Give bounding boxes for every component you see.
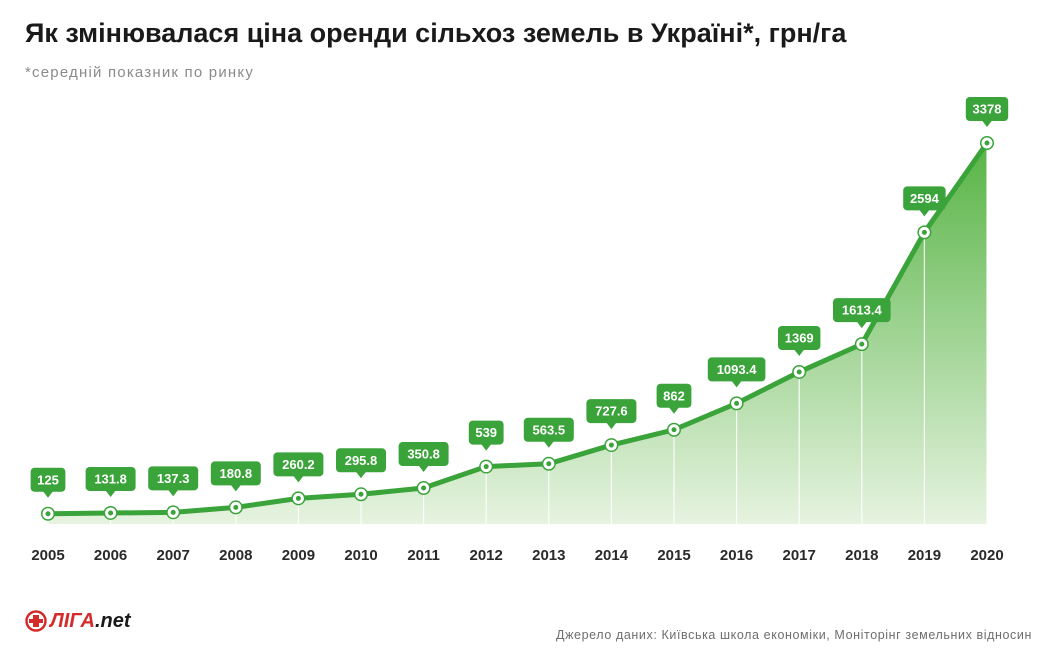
price-chart: 125 131.8 137.3 180.8 260.2 295.8 350.8 539 563.…: [30, 97, 1009, 564]
data-point-center: [796, 369, 802, 375]
value-label-pointer: [982, 120, 992, 127]
value-label: 350.8: [407, 447, 440, 462]
value-label: 131.8: [94, 471, 127, 486]
x-tick-label: 2011: [407, 547, 440, 564]
logo-suffix: .net: [95, 609, 131, 632]
x-tick-label: 2013: [532, 547, 565, 564]
x-tick-label: 2015: [657, 547, 690, 564]
value-label-bubble: [210, 461, 261, 486]
data-point-center: [108, 510, 114, 516]
x-tick-label: 2016: [720, 547, 753, 564]
x-tick-label: 2009: [282, 547, 315, 564]
value-label: 180.8: [220, 466, 253, 481]
value-label-pointer: [168, 489, 179, 497]
value-label-pointer: [293, 475, 304, 483]
value-label: 539: [475, 425, 497, 440]
value-label-pointer: [105, 490, 116, 497]
value-label: 727.6: [595, 404, 628, 419]
series-line: [45, 140, 990, 517]
value-label: 1369: [785, 330, 814, 345]
logo-main: ЛІГА: [50, 609, 95, 632]
value-label-bubble: [273, 452, 324, 477]
value-label: 137.3: [157, 471, 190, 486]
x-tick-label: 2012: [470, 547, 503, 564]
value-label-bubble: [586, 399, 637, 424]
value-label-bubble: [336, 448, 386, 473]
value-label: 2594: [910, 191, 940, 206]
value-label-bubble: [85, 466, 136, 491]
liga-logo-icon: [25, 610, 47, 632]
source-note: Джерело даних: Київська школа економіки,…: [556, 628, 1032, 642]
x-tick-label: 2014: [595, 547, 629, 564]
value-label: 1613.4: [842, 303, 883, 318]
x-tick-label: 2017: [783, 547, 816, 564]
value-label-pointer: [794, 349, 805, 356]
x-tick-label: 2008: [219, 547, 252, 564]
value-label-bubble: [903, 186, 946, 211]
data-point-center: [233, 504, 239, 510]
data-point-center: [984, 140, 990, 146]
data-point-center: [483, 464, 489, 470]
data-point-center: [546, 461, 552, 467]
x-tick-label: 2007: [157, 547, 190, 564]
data-point-center: [608, 442, 614, 448]
data-point-center: [734, 400, 740, 406]
value-label-pointer: [356, 471, 366, 479]
value-label-bubble: [965, 97, 1009, 121]
data-point-center: [921, 229, 927, 235]
value-label: 260.2: [282, 457, 315, 472]
value-label-bubble: [707, 357, 766, 382]
value-label-pointer: [418, 465, 429, 473]
x-tick-label: 2005: [31, 547, 64, 564]
area-fill: [48, 143, 987, 524]
value-label-pointer: [856, 321, 867, 329]
value-label-bubble: [778, 325, 821, 350]
value-label: 563.5: [533, 422, 566, 437]
value-label-pointer: [543, 441, 554, 448]
chart-subtitle: *середній показник по ринку: [25, 64, 255, 81]
data-point-center: [170, 509, 176, 515]
value-label-pointer: [606, 422, 617, 430]
data-point-center: [45, 511, 51, 517]
data-point-center: [358, 491, 364, 497]
value-label: 125: [37, 472, 59, 487]
value-label-pointer: [43, 491, 53, 498]
value-label-bubble: [523, 417, 574, 442]
value-label-bubble: [148, 466, 199, 491]
value-label: 295.8: [345, 453, 378, 468]
logo-text: ЛІГА.net: [50, 610, 131, 633]
liga-logo: ЛІГА.net: [25, 606, 131, 636]
data-point-center: [859, 341, 865, 347]
value-label-pointer: [669, 407, 679, 414]
value-label: 1093.4: [717, 362, 758, 377]
data-point-center: [671, 427, 677, 433]
value-label: 862: [663, 388, 685, 403]
value-label-bubble: [30, 467, 66, 492]
value-label-pointer: [481, 444, 492, 451]
value-label-bubble: [468, 420, 504, 445]
x-tick-label: 2019: [908, 547, 941, 564]
value-label-pointer: [919, 209, 930, 217]
x-tick-label: 2020: [970, 547, 1003, 564]
value-label-bubble: [656, 383, 692, 408]
data-point-center: [295, 495, 301, 501]
x-tick-label: 2006: [94, 547, 127, 564]
x-tick-label: 2010: [344, 547, 377, 564]
x-tick-label: 2018: [845, 547, 878, 564]
value-label-bubble: [398, 442, 449, 467]
value-label-bubble: [833, 298, 891, 323]
value-label-pointer: [731, 380, 742, 388]
data-point-center: [421, 485, 427, 491]
value-label-pointer: [230, 484, 241, 492]
chart-title: Як змінювалася ціна оренди сільхоз земел…: [25, 18, 847, 48]
value-label: 3378: [973, 102, 1002, 117]
